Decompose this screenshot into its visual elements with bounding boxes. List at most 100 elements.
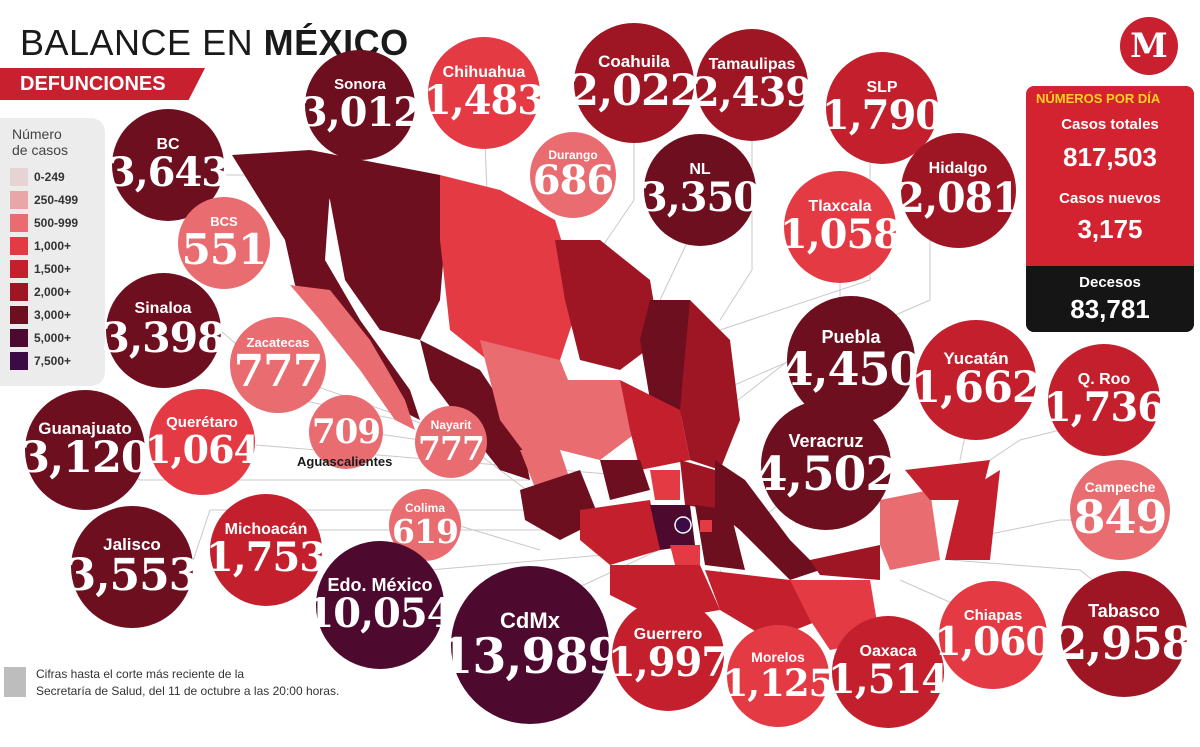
- state-deaths-value: 1,790: [821, 92, 943, 140]
- state-name: Nayarit: [430, 418, 472, 433]
- total-cases-label: Casos totales: [1061, 116, 1159, 133]
- state-bubble: Yucatán 1,662: [911, 320, 1042, 440]
- state-deaths-value: 1,064: [145, 426, 260, 472]
- state-deaths-value: 3,120: [20, 433, 151, 484]
- state-bubble: Oaxaca 1,514: [828, 616, 949, 728]
- legend-label: 2,000+: [34, 285, 72, 299]
- state-bubble: Guerrero 1,997: [608, 599, 729, 711]
- state-name: Jalisco: [103, 535, 161, 555]
- legend-label: 1,500+: [34, 262, 72, 276]
- state-deaths-value: 619: [392, 511, 459, 551]
- legend-swatch: [10, 214, 28, 232]
- state-bubble: CdMx 13,989: [439, 566, 622, 724]
- state-bubble: Morelos 1,125: [723, 625, 834, 727]
- legend-label: 0-249: [34, 170, 65, 184]
- new-cases-value: 3,175: [1077, 214, 1143, 244]
- page-subtitle: DEFUNCIONES: [20, 73, 166, 95]
- state-bubble: Guanajuato 3,120: [20, 390, 151, 510]
- state-bubble: Michoacán 1,753: [206, 494, 327, 606]
- state-bubble: Coahuila 2,022: [569, 23, 700, 143]
- state-name: Chiapas: [963, 606, 1023, 624]
- panel-header: NÚMEROS POR DÍA: [1036, 91, 1161, 106]
- footnote-marker: [4, 667, 26, 697]
- state-bubble: Tlaxcala 1,058: [780, 171, 901, 283]
- legend-label: 250-499: [34, 193, 79, 207]
- state-name: Sonora: [334, 76, 386, 94]
- state-name: Hidalgo: [928, 160, 988, 178]
- state-bubble: Jalisco 3,553: [66, 506, 199, 628]
- state-name: Sinaloa: [134, 300, 192, 318]
- state-name: SLP: [866, 78, 898, 96]
- legend-swatch: [10, 237, 28, 255]
- state-deaths-value: 551: [181, 224, 268, 274]
- state-name: Oaxaca: [859, 642, 917, 660]
- legend-swatch: [10, 283, 28, 301]
- footnote-line1: Cifras hasta el corte más reciente de la: [36, 667, 245, 681]
- state-name: Tlaxcala: [808, 197, 872, 215]
- legend: Número de casos 0-249 250-499 500-999 1,000…: [0, 118, 105, 386]
- legend-label: 5,000+: [34, 331, 72, 345]
- state-deaths-value: 4,502: [754, 446, 898, 502]
- legend-item: 1,000+: [10, 235, 71, 257]
- state-bubble: Edo. México 10,054: [306, 541, 455, 669]
- legend-swatch: [10, 191, 28, 209]
- state-deaths-value: 13,989: [439, 627, 622, 686]
- legend-item: 2,000+: [10, 281, 71, 303]
- state-name: Campeche: [1084, 478, 1156, 495]
- state-deaths-value: 2,022: [569, 66, 700, 117]
- state-deaths-value: 1,058: [779, 211, 901, 259]
- legend-label: 500-999: [34, 216, 79, 230]
- state-deaths-value: 777: [233, 345, 324, 397]
- state-name: Yucatán: [943, 348, 1009, 368]
- state-bubble: Chihuahua 1,483: [424, 37, 545, 149]
- legend-title-line1: Número: [12, 126, 62, 142]
- state-bubble: NL 3,350: [640, 134, 761, 246]
- legend-label: 7,500+: [34, 354, 72, 368]
- state-name: Zacatecas: [246, 335, 310, 351]
- state-bubble: Chiapas 1,060: [934, 581, 1053, 689]
- state-name: Chihuahua: [442, 63, 526, 81]
- state-deaths-value: 3,398: [101, 313, 225, 362]
- legend-swatch: [10, 306, 28, 324]
- legend-title-line2: de casos: [12, 142, 69, 158]
- legend-title: Número de casos: [12, 126, 68, 158]
- legend-swatch: [10, 168, 28, 186]
- state-deaths-value: 1,514: [827, 656, 949, 704]
- new-cases-label: Casos nuevos: [1059, 190, 1161, 207]
- state-deaths-value: 3,553: [65, 549, 200, 601]
- state-bubble: Sonora 3,012: [300, 50, 421, 160]
- state-deaths-value: 2,439: [691, 69, 813, 117]
- state-deaths-value: 1,483: [423, 77, 545, 125]
- state-deaths-value: 1,662: [911, 363, 1042, 414]
- state-bubble: Nayarit 777: [415, 406, 487, 478]
- state-bubble: Sinaloa 3,398: [101, 272, 226, 388]
- legend-item: 5,000+: [10, 327, 71, 349]
- state-name: BCS: [210, 214, 238, 230]
- state-name: Guerrero: [633, 625, 703, 643]
- legend-item: 250-499: [10, 189, 78, 211]
- state-name: Tamaulipas: [708, 55, 796, 73]
- state-bubble: 709: [309, 395, 383, 469]
- deaths-label: Decesos: [1079, 274, 1141, 291]
- state-bubble: Hidalgo 2,081: [896, 132, 1021, 248]
- deaths-value: 83,781: [1070, 294, 1150, 324]
- state-deaths-value: 1,997: [607, 639, 729, 687]
- total-cases-value: 817,503: [1063, 142, 1157, 172]
- state-deaths-value: 2,958: [1056, 616, 1193, 670]
- state-deaths-value: 10,054: [306, 590, 454, 638]
- state-deaths-value: 1,753: [205, 534, 327, 582]
- state-bubble: BC 3,643: [108, 109, 229, 221]
- legend-item: 7,500+: [10, 350, 71, 372]
- state-deaths-value: 2,081: [896, 173, 1020, 222]
- aguascalientes-label: Aguascalientes: [297, 454, 393, 469]
- state-name: NL: [689, 160, 711, 178]
- state-name: Michoacán: [224, 520, 308, 538]
- state-name: Querétaro: [166, 414, 238, 432]
- state-bubble: Querétaro 1,064: [145, 389, 260, 495]
- state-deaths-value: 4,450: [781, 342, 921, 397]
- state-bubble: Tabasco 2,958: [1056, 571, 1193, 697]
- state-name: Edo. México: [327, 574, 433, 595]
- state-bubble: Campeche 849: [1070, 460, 1170, 560]
- state-name: BC: [156, 135, 180, 153]
